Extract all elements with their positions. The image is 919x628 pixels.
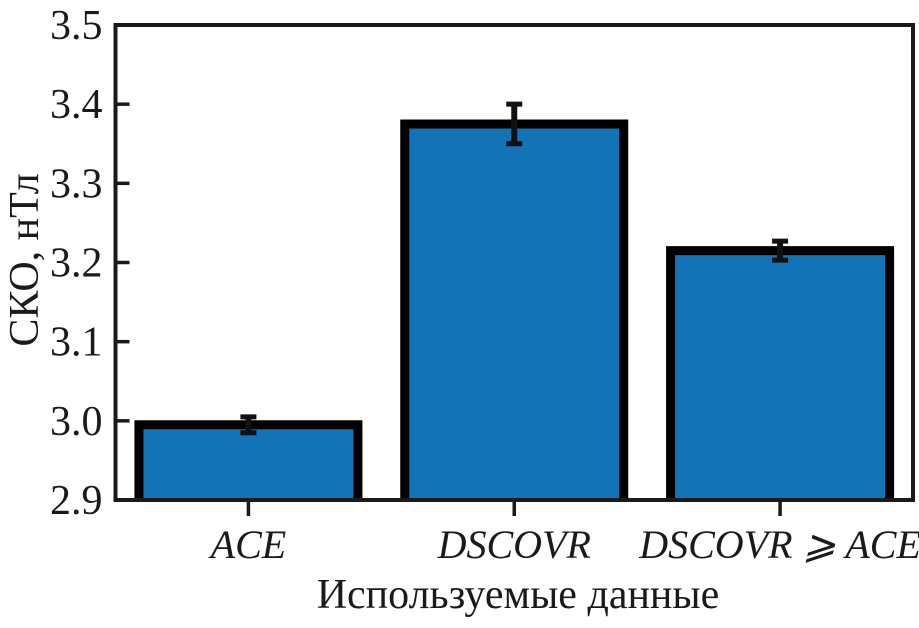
y-tick-label: 3.4 xyxy=(50,82,103,128)
y-axis-label: СКО, нТл xyxy=(2,173,48,346)
bar-dscovr-ace xyxy=(666,246,895,500)
chart-layer: 2.9 3.0 3.1 3.2 3.3 3.4 3.5 ACE DSCOVR DSCOVR ⩾ A… xyxy=(50,3,919,567)
x-axis-label: Используемые данные xyxy=(317,572,720,618)
y-tick-label: 3.2 xyxy=(50,241,103,287)
x-tick-label: DSCOVR ⩾ ACE xyxy=(638,522,919,567)
y-tick-label: 3.1 xyxy=(50,320,103,366)
x-tick-label: DSCOVR xyxy=(437,522,591,567)
bar-ace xyxy=(134,420,363,500)
y-tick-label: 3.0 xyxy=(50,399,103,445)
y-tick-label: 2.9 xyxy=(50,478,103,524)
y-tick-label: 3.5 xyxy=(50,3,103,49)
x-tick-label: ACE xyxy=(208,522,287,567)
bar-dscovr xyxy=(400,119,629,500)
y-tick-label: 3.3 xyxy=(50,161,103,207)
